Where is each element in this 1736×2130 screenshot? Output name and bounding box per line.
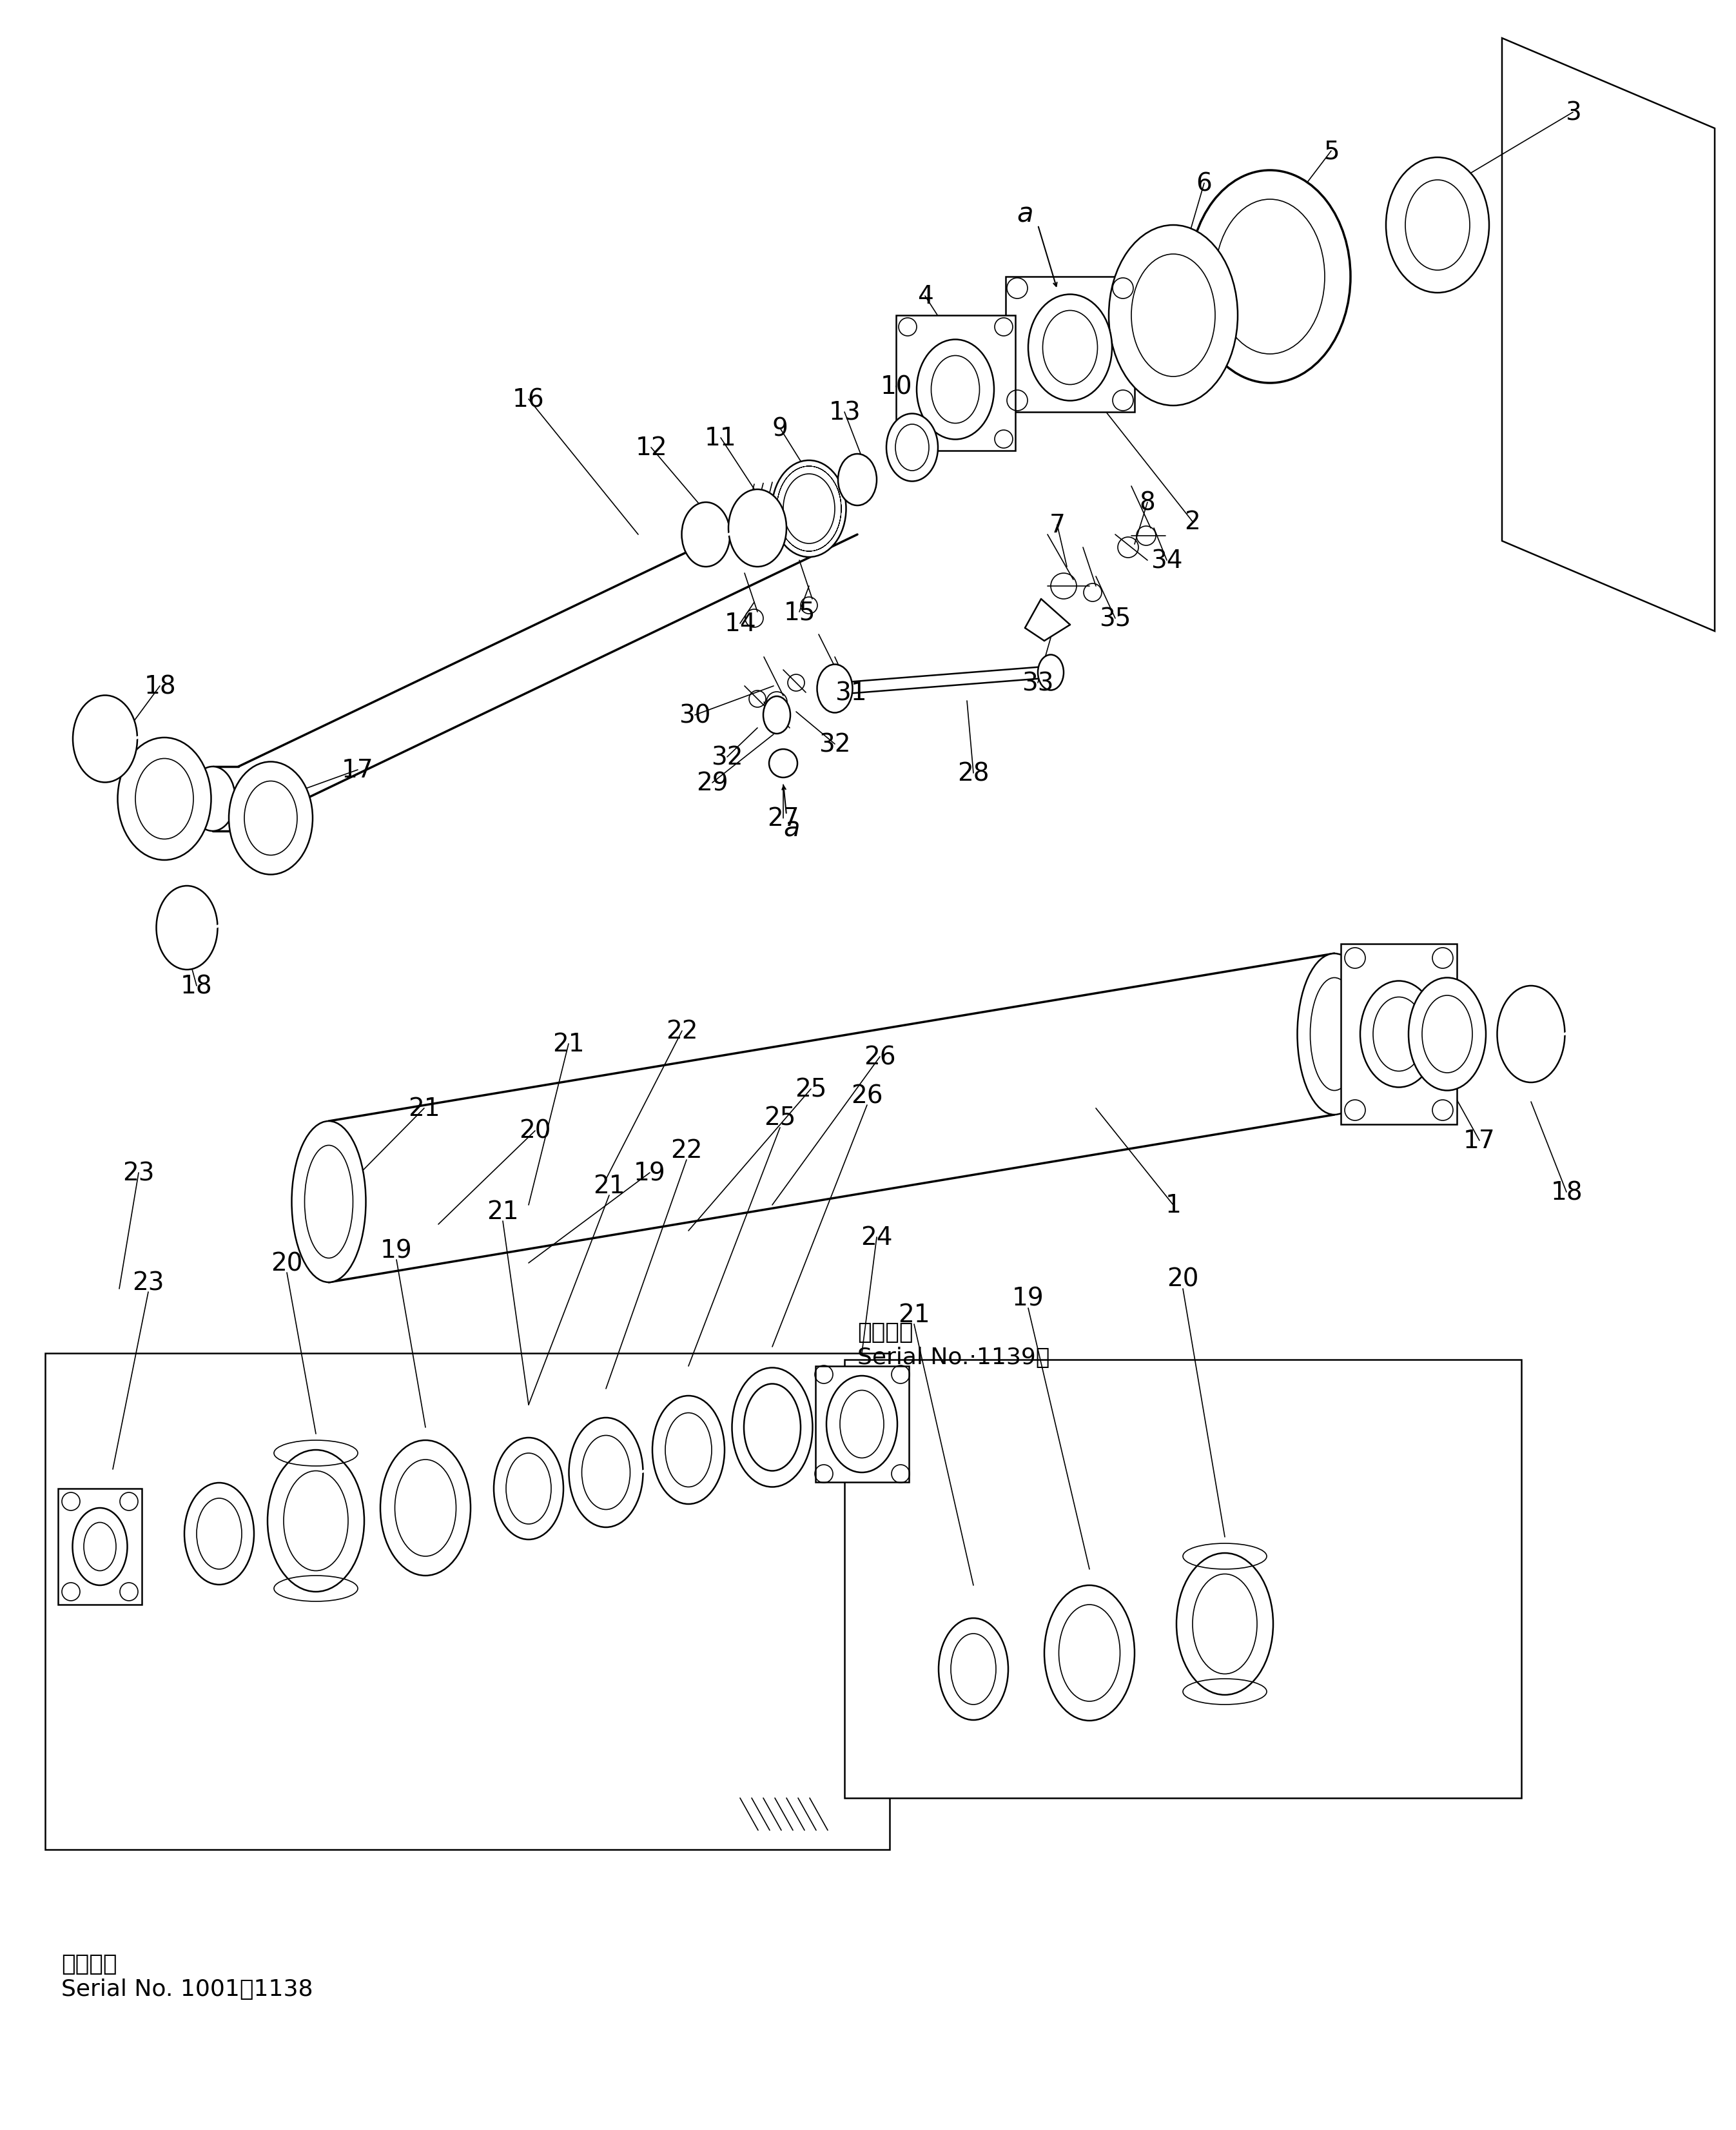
Text: 適用号機
Serial No. 1001～1138: 適用号機 Serial No. 1001～1138 [61, 1953, 312, 2000]
Ellipse shape [729, 490, 786, 567]
Text: 26: 26 [865, 1044, 896, 1069]
Ellipse shape [838, 454, 877, 507]
Ellipse shape [493, 1438, 564, 1540]
Text: 20: 20 [1167, 1267, 1200, 1291]
Text: 11: 11 [705, 426, 736, 449]
Text: 32: 32 [712, 745, 743, 769]
Text: 28: 28 [958, 760, 990, 786]
Text: a: a [1017, 200, 1033, 228]
Ellipse shape [569, 1419, 642, 1527]
Text: 18: 18 [144, 673, 175, 699]
Ellipse shape [184, 1482, 253, 1585]
Text: 27: 27 [767, 807, 799, 831]
Text: 34: 34 [1151, 547, 1182, 573]
Text: 33: 33 [1023, 671, 1054, 694]
Text: 17: 17 [1463, 1129, 1495, 1152]
Polygon shape [1005, 277, 1135, 413]
Text: 4: 4 [917, 283, 932, 309]
Text: 30: 30 [679, 703, 710, 728]
Text: 22: 22 [670, 1137, 703, 1163]
Text: 31: 31 [835, 682, 866, 705]
Ellipse shape [1028, 294, 1113, 400]
Text: 21: 21 [898, 1301, 930, 1327]
Ellipse shape [818, 665, 852, 714]
Text: 6: 6 [1196, 170, 1212, 196]
Ellipse shape [1045, 1585, 1135, 1721]
Bar [816, 1365, 910, 1482]
Text: 21: 21 [594, 1174, 625, 1197]
Ellipse shape [764, 697, 790, 735]
Ellipse shape [1496, 986, 1564, 1082]
Text: 35: 35 [1099, 607, 1132, 630]
Ellipse shape [1385, 158, 1489, 294]
Polygon shape [1340, 944, 1457, 1125]
Ellipse shape [191, 767, 236, 831]
Ellipse shape [1297, 954, 1371, 1114]
Text: 2: 2 [1184, 509, 1201, 535]
Text: 22: 22 [667, 1018, 698, 1044]
Text: 3: 3 [1564, 100, 1581, 126]
Ellipse shape [380, 1440, 470, 1576]
Text: 19: 19 [380, 1238, 413, 1263]
Ellipse shape [1408, 978, 1486, 1091]
Text: 29: 29 [696, 771, 729, 794]
Text: a: a [783, 814, 800, 841]
Ellipse shape [653, 1395, 724, 1504]
Text: 8: 8 [1139, 490, 1156, 515]
Ellipse shape [73, 697, 137, 782]
Text: 20: 20 [519, 1118, 550, 1144]
Polygon shape [1502, 38, 1715, 633]
Ellipse shape [73, 1508, 127, 1585]
Ellipse shape [917, 341, 995, 441]
Text: 26: 26 [851, 1084, 884, 1108]
Text: 20: 20 [271, 1250, 302, 1276]
Text: 19: 19 [1012, 1287, 1045, 1310]
Ellipse shape [682, 503, 731, 567]
Text: 14: 14 [724, 611, 757, 637]
Ellipse shape [826, 1376, 898, 1472]
Text: 32: 32 [819, 733, 851, 756]
Text: 15: 15 [783, 601, 816, 624]
Text: 21: 21 [408, 1097, 441, 1120]
Ellipse shape [745, 1384, 800, 1472]
Ellipse shape [267, 1451, 365, 1591]
Text: 12: 12 [635, 437, 667, 460]
Text: 5: 5 [1323, 138, 1338, 164]
Text: 25: 25 [795, 1078, 826, 1101]
Text: 24: 24 [861, 1225, 892, 1250]
Text: 21: 21 [486, 1199, 519, 1225]
Text: 13: 13 [828, 400, 861, 424]
Text: 18: 18 [181, 973, 212, 999]
Ellipse shape [1038, 656, 1064, 690]
Ellipse shape [733, 1367, 812, 1487]
Text: 7: 7 [1049, 513, 1066, 537]
Ellipse shape [1189, 170, 1351, 383]
Polygon shape [45, 1353, 889, 1849]
Ellipse shape [1109, 226, 1238, 407]
Text: 10: 10 [880, 375, 911, 398]
Text: 19: 19 [634, 1161, 667, 1184]
Text: 1: 1 [1165, 1193, 1180, 1218]
Bar [57, 1489, 142, 1604]
Text: 9: 9 [773, 415, 788, 441]
Ellipse shape [292, 1120, 366, 1282]
Ellipse shape [773, 460, 845, 558]
Ellipse shape [118, 737, 212, 861]
Ellipse shape [887, 413, 937, 481]
Text: 18: 18 [1550, 1180, 1583, 1206]
Text: 17: 17 [342, 758, 373, 782]
Ellipse shape [939, 1619, 1009, 1721]
Ellipse shape [1361, 982, 1437, 1088]
Polygon shape [896, 315, 1016, 452]
Polygon shape [844, 1359, 1521, 1798]
Text: 適用号機
Serial No.·1139～: 適用号機 Serial No.·1139～ [858, 1321, 1050, 1367]
Ellipse shape [1177, 1553, 1272, 1695]
Text: 23: 23 [123, 1161, 155, 1184]
Text: 21: 21 [552, 1031, 585, 1056]
Ellipse shape [229, 763, 312, 875]
Text: 23: 23 [132, 1269, 165, 1295]
Ellipse shape [156, 886, 217, 969]
Text: 25: 25 [764, 1105, 795, 1131]
Text: 16: 16 [512, 388, 545, 411]
